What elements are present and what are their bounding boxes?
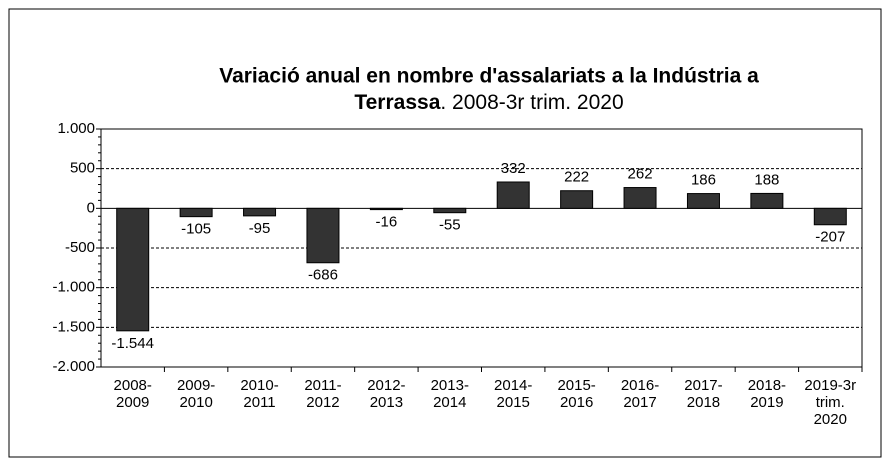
x-tick-label: 2008-2009	[113, 377, 152, 411]
bar	[496, 181, 530, 209]
bar	[179, 207, 213, 218]
chart-title: Variació anual en nombre d'assalariats a…	[219, 65, 759, 88]
data-label: -686	[308, 267, 338, 284]
x-tick-label: 2015-2016	[557, 377, 596, 411]
y-tick-label: -1.500	[52, 318, 95, 335]
data-label: -55	[439, 217, 461, 234]
data-label: -105	[181, 221, 211, 238]
x-tick-label: 2016-2017	[620, 377, 660, 411]
bar	[623, 187, 657, 209]
bar	[116, 207, 150, 332]
data-label: -16	[376, 214, 398, 231]
data-label: 262	[628, 166, 653, 183]
y-tick-label: -2.000	[52, 358, 95, 375]
bar	[306, 207, 340, 264]
chart-title-line2: Terrassa. 2008-3r trim. 2020	[354, 91, 623, 114]
y-tick-label: 500	[70, 160, 95, 177]
chart-frame	[8, 8, 882, 458]
bar	[369, 207, 403, 211]
data-label: 188	[754, 171, 779, 188]
bar	[750, 192, 784, 209]
data-label: -1.544	[111, 335, 154, 352]
bar	[686, 193, 720, 209]
y-tick-label: 1.000	[57, 120, 95, 137]
x-tick-label: 2014-2015	[494, 377, 533, 411]
bar	[560, 190, 594, 209]
y-tick-label: -1.000	[52, 279, 95, 296]
data-label: 222	[564, 169, 589, 186]
x-tick-label: 2011-2012	[304, 377, 342, 411]
data-label: 332	[501, 160, 526, 177]
x-tick-label: 2018-2019	[747, 377, 787, 411]
x-tick-label: 2010-2011	[240, 377, 279, 411]
x-tick-label: 2009-2010	[176, 377, 216, 411]
x-tick-label: 2017-2018	[684, 377, 723, 411]
data-label: -95	[249, 220, 271, 237]
y-tick-label: 0	[87, 199, 95, 216]
bar	[433, 207, 467, 214]
chart-subtitle: . 2008-3r trim. 2020	[440, 91, 623, 114]
bar	[243, 207, 277, 217]
x-tick-label: 2012-2013	[367, 377, 406, 411]
y-tick-label: -500	[65, 239, 95, 256]
data-label: 186	[691, 172, 716, 189]
x-tick-label: 2013-2014	[430, 377, 469, 411]
data-label: -207	[815, 229, 845, 246]
bar	[813, 207, 847, 226]
x-tick-label: 2019-3r trim. 2020	[804, 377, 857, 428]
chart-title: Terrassa	[354, 91, 440, 114]
